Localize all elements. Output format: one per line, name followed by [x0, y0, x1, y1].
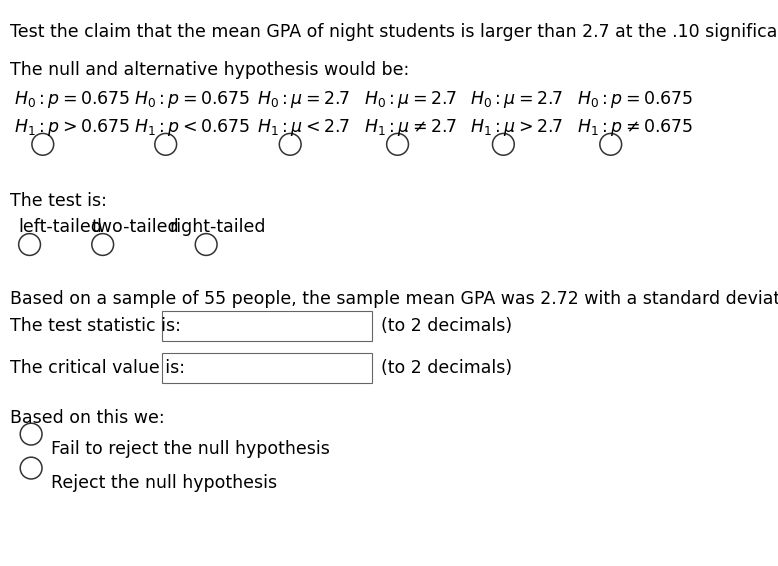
- Text: The test statistic is:: The test statistic is:: [10, 317, 181, 335]
- FancyBboxPatch shape: [162, 353, 372, 383]
- Text: $H_1:p < 0.675$: $H_1:p < 0.675$: [134, 117, 251, 138]
- Text: $H_0:p = 0.675$: $H_0:p = 0.675$: [577, 89, 694, 110]
- Text: Based on a sample of 55 people, the sample mean GPA was 2.72 with a standard dev: Based on a sample of 55 people, the samp…: [10, 290, 778, 308]
- Text: $H_0:p = 0.675$: $H_0:p = 0.675$: [14, 89, 131, 110]
- Text: $H_0:\mu = 2.7$: $H_0:\mu = 2.7$: [257, 89, 350, 110]
- Text: $H_1:\mu \neq 2.7$: $H_1:\mu \neq 2.7$: [364, 117, 457, 138]
- Text: $H_1:\mu > 2.7$: $H_1:\mu > 2.7$: [470, 117, 563, 138]
- Text: right-tailed: right-tailed: [170, 218, 266, 237]
- Text: Based on this we:: Based on this we:: [10, 409, 165, 427]
- Text: $H_1:p \neq 0.675$: $H_1:p \neq 0.675$: [577, 117, 694, 138]
- Text: The critical value is:: The critical value is:: [10, 359, 185, 377]
- Text: Reject the null hypothesis: Reject the null hypothesis: [51, 474, 277, 492]
- Text: (to 2 decimals): (to 2 decimals): [381, 317, 513, 335]
- Text: Test the claim that the mean GPA of night students is larger than 2.7 at the .10: Test the claim that the mean GPA of nigh…: [10, 23, 778, 41]
- Text: $H_0:p = 0.675$: $H_0:p = 0.675$: [134, 89, 251, 110]
- Text: $H_0:\mu = 2.7$: $H_0:\mu = 2.7$: [364, 89, 457, 110]
- Text: (to 2 decimals): (to 2 decimals): [381, 359, 513, 377]
- Text: $H_1:\mu < 2.7$: $H_1:\mu < 2.7$: [257, 117, 350, 138]
- Text: The null and alternative hypothesis would be:: The null and alternative hypothesis woul…: [10, 61, 409, 79]
- Text: The test is:: The test is:: [10, 192, 107, 211]
- Text: left-tailed: left-tailed: [19, 218, 103, 237]
- Text: $H_0:\mu = 2.7$: $H_0:\mu = 2.7$: [470, 89, 563, 110]
- Text: $H_1:p > 0.675$: $H_1:p > 0.675$: [14, 117, 131, 138]
- Text: Fail to reject the null hypothesis: Fail to reject the null hypothesis: [51, 440, 329, 458]
- FancyBboxPatch shape: [162, 311, 372, 341]
- Text: two-tailed: two-tailed: [92, 218, 180, 237]
